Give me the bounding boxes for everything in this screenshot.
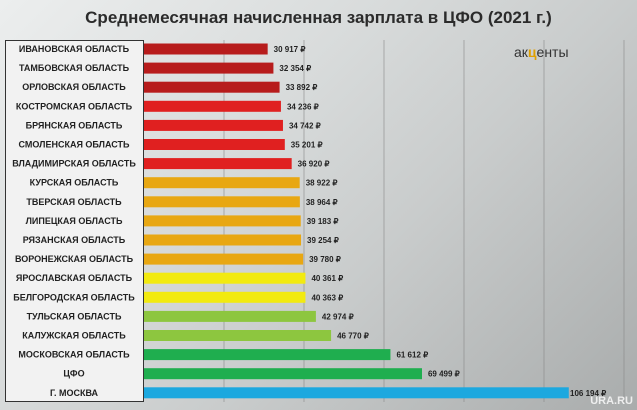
category-label: ОРЛОВСКАЯ ОБЛАСТЬ — [22, 82, 126, 92]
value-label: 42 974 ₽ — [322, 312, 354, 321]
value-label: 32 354 ₽ — [279, 64, 311, 73]
bar — [144, 253, 304, 265]
category-label: МОСКОВСКАЯ ОБЛАСТЬ — [18, 350, 130, 360]
value-label: 34 236 ₽ — [287, 102, 319, 111]
value-label: 40 363 ₽ — [311, 293, 343, 302]
category-label: ЦФО — [63, 369, 84, 379]
bar — [144, 119, 283, 131]
value-label: 40 361 ₽ — [311, 274, 343, 283]
bar — [144, 349, 391, 361]
bar — [144, 234, 302, 246]
value-label: 36 920 ₽ — [298, 160, 330, 169]
category-label: КОСТРОМСКАЯ ОБЛАСТЬ — [16, 101, 133, 111]
category-label: ИВАНОВСКАЯ ОБЛАСТЬ — [19, 44, 130, 54]
value-label: 39 780 ₽ — [309, 255, 341, 264]
value-label: 39 183 ₽ — [307, 217, 339, 226]
value-label: 39 254 ₽ — [307, 236, 339, 245]
value-label: 38 922 ₽ — [306, 179, 338, 188]
bar — [144, 177, 300, 189]
category-label: ЯРОСЛАВСКАЯ ОБЛАСТЬ — [16, 273, 133, 283]
akcenty-logo: акценты — [514, 44, 569, 60]
category-label: ВОРОНЕЖСКАЯ ОБЛАСТЬ — [15, 254, 134, 264]
bar — [144, 272, 306, 284]
category-label: РЯЗАНСКАЯ ОБЛАСТЬ — [23, 235, 126, 245]
chart-title: Среднемесячная начисленная зарплата в ЦФ… — [85, 8, 552, 27]
category-label: ТАМБОВСКАЯ ОБЛАСТЬ — [19, 63, 130, 73]
bar — [144, 291, 306, 303]
bar — [144, 43, 268, 55]
bar — [144, 100, 281, 112]
value-label: 34 742 ₽ — [289, 121, 321, 130]
value-label: 61 612 ₽ — [396, 351, 428, 360]
category-label: ТВЕРСКАЯ ОБЛАСТЬ — [26, 197, 122, 207]
category-label: Г. МОСКВА — [50, 388, 99, 398]
category-label: КАЛУЖСКАЯ ОБЛАСТЬ — [22, 331, 126, 341]
bar — [144, 139, 285, 150]
value-label: 33 892 ₽ — [286, 83, 318, 92]
watermark: URA.RU — [590, 395, 633, 407]
value-label: 106 194 ₽ — [570, 389, 606, 398]
category-label: СМОЛЕНСКАЯ ОБЛАСТЬ — [18, 140, 130, 150]
bar — [144, 196, 300, 208]
category-label: КУРСКАЯ ОБЛАСТЬ — [30, 178, 119, 188]
category-label: ВЛАДИМИРСКАЯ ОБЛАСТЬ — [12, 159, 136, 169]
bar — [144, 368, 422, 380]
bar — [144, 62, 274, 74]
bar — [144, 158, 292, 170]
bar — [144, 215, 301, 227]
category-label: БЕЛГОРОДСКАЯ ОБЛАСТЬ — [13, 292, 135, 302]
value-label: 30 917 ₽ — [274, 45, 306, 54]
value-label: 35 201 ₽ — [291, 141, 323, 150]
value-label: 38 964 ₽ — [306, 198, 338, 207]
value-label: 69 499 ₽ — [428, 370, 460, 379]
category-label-panel — [5, 40, 144, 402]
bar — [144, 81, 280, 93]
category-label: ЛИПЕЦКАЯ ОБЛАСТЬ — [26, 216, 123, 226]
value-label: 46 770 ₽ — [337, 332, 369, 341]
bar — [144, 330, 332, 341]
category-label: ТУЛЬСКАЯ ОБЛАСТЬ — [27, 311, 122, 321]
bar — [144, 310, 316, 322]
bar — [144, 387, 569, 399]
category-label: БРЯНСКАЯ ОБЛАСТЬ — [26, 120, 123, 130]
